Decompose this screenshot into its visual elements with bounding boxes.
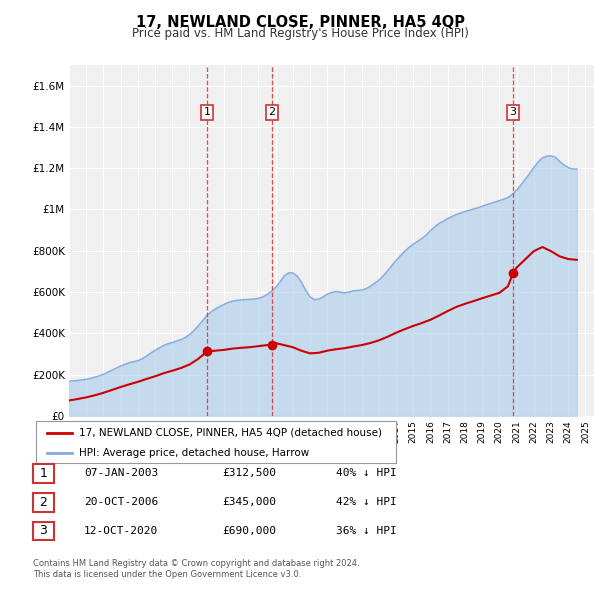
Text: 42% ↓ HPI: 42% ↓ HPI [336, 497, 397, 507]
Text: 2: 2 [40, 496, 47, 509]
Text: 17, NEWLAND CLOSE, PINNER, HA5 4QP (detached house): 17, NEWLAND CLOSE, PINNER, HA5 4QP (deta… [79, 428, 382, 438]
Text: £690,000: £690,000 [222, 526, 276, 536]
Text: 36% ↓ HPI: 36% ↓ HPI [336, 526, 397, 536]
Text: This data is licensed under the Open Government Licence v3.0.: This data is licensed under the Open Gov… [33, 571, 301, 579]
Text: £345,000: £345,000 [222, 497, 276, 507]
Text: 2: 2 [269, 107, 275, 117]
Text: 20-OCT-2006: 20-OCT-2006 [84, 497, 158, 507]
Text: £312,500: £312,500 [222, 468, 276, 478]
Text: 07-JAN-2003: 07-JAN-2003 [84, 468, 158, 478]
Text: 40% ↓ HPI: 40% ↓ HPI [336, 468, 397, 478]
Text: 1: 1 [40, 467, 47, 480]
Text: Price paid vs. HM Land Registry's House Price Index (HPI): Price paid vs. HM Land Registry's House … [131, 27, 469, 40]
Text: 12-OCT-2020: 12-OCT-2020 [84, 526, 158, 536]
Text: 3: 3 [509, 107, 517, 117]
Text: 17, NEWLAND CLOSE, PINNER, HA5 4QP: 17, NEWLAND CLOSE, PINNER, HA5 4QP [136, 15, 464, 30]
Text: 3: 3 [40, 525, 47, 537]
Text: 1: 1 [204, 107, 211, 117]
Text: Contains HM Land Registry data © Crown copyright and database right 2024.: Contains HM Land Registry data © Crown c… [33, 559, 359, 568]
Text: HPI: Average price, detached house, Harrow: HPI: Average price, detached house, Harr… [79, 448, 310, 457]
